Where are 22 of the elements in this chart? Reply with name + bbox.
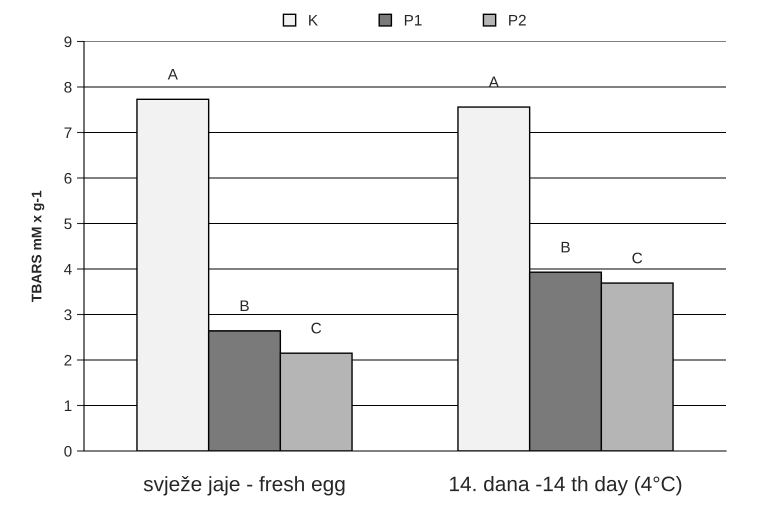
annotation: B — [562, 242, 570, 252]
y-tick-label: 8 — [64, 82, 72, 93]
y-tick-label: 1 — [64, 400, 72, 412]
x-tick-label: svježe jaje - fresh egg — [144, 476, 344, 496]
y-tick-label: 3 — [64, 309, 72, 320]
y-tick-label: 5 — [64, 218, 72, 230]
annotation: C — [632, 252, 642, 264]
annotation: A — [488, 76, 499, 88]
y-tick-label: 6 — [64, 172, 72, 184]
y-axis-title: TBARS mM x g-1 — [32, 190, 44, 302]
y-tick-label: 9 — [64, 36, 72, 48]
y-tick-label: 0 — [64, 446, 72, 457]
legend-label: K — [309, 14, 318, 26]
annotation: C — [311, 322, 322, 334]
legend-label: P2 — [509, 14, 526, 26]
x-tick-label: 14. dana -14 th day (4°C) — [450, 476, 682, 496]
y-tick-label: 7 — [64, 128, 72, 138]
legend-label: P1 — [404, 14, 422, 26]
y-tick-label: 4 — [64, 264, 72, 275]
annotation: A — [168, 68, 178, 80]
y-tick-label: 2 — [64, 354, 72, 366]
annotation: B — [240, 300, 249, 312]
